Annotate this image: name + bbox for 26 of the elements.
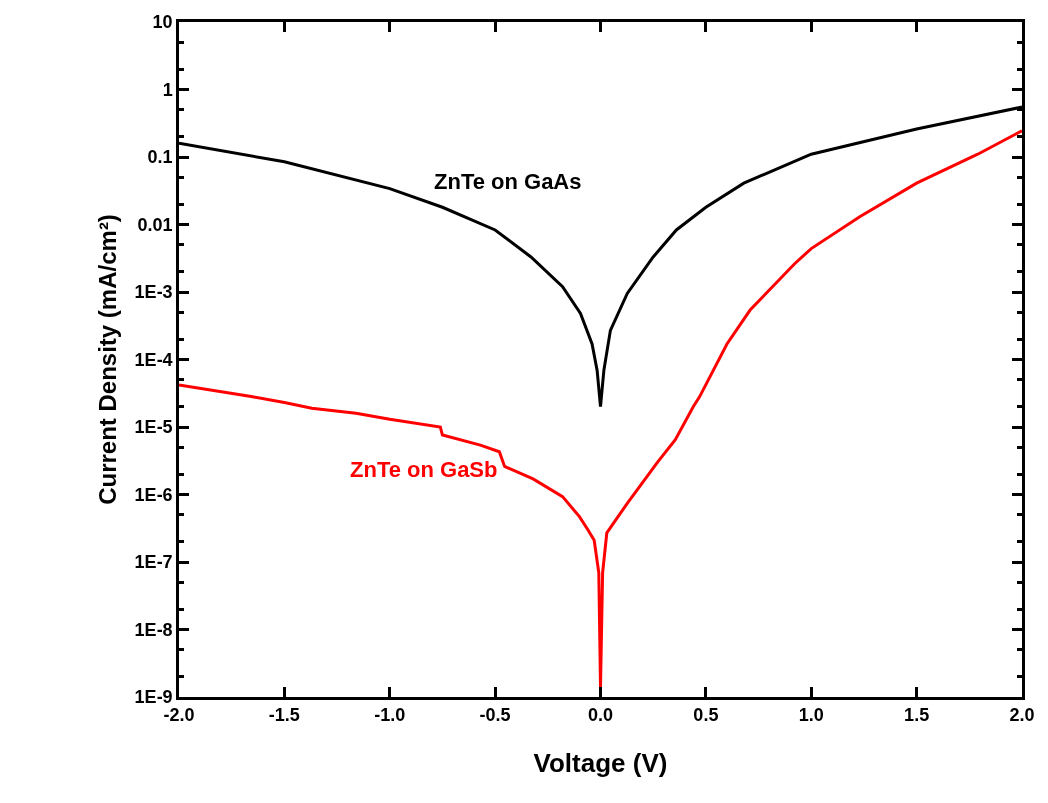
line-series: [179, 129, 1022, 689]
x-tick-label: 1.5: [904, 705, 930, 726]
y-tick-label: 0.01: [137, 214, 173, 235]
x-axis-title: Voltage (V): [533, 748, 668, 779]
x-tick-label: 0.0: [587, 705, 614, 726]
y-tick-label: 1E-4: [134, 349, 173, 370]
y-tick-label: 1E-3: [134, 282, 173, 303]
x-tick-label: 1.0: [798, 705, 824, 726]
x-tick-label: 0.5: [693, 705, 719, 726]
line-series: [179, 105, 1022, 409]
y-tick-label: 1E-6: [134, 484, 173, 505]
series-label: ZnTe on GaSb: [350, 457, 498, 482]
x-tick-label: -0.5: [479, 705, 511, 726]
series-label: ZnTe on GaAs: [434, 169, 582, 194]
y-tick-label: 1E-9: [134, 687, 173, 708]
y-tick-label: 1E-5: [134, 417, 173, 438]
y-tick-label: 1E-7: [134, 552, 173, 573]
x-tick-label: -2.0: [163, 705, 195, 726]
x-tick-label: 2.0: [1009, 705, 1035, 726]
y-tick-label: 0.1: [147, 147, 173, 168]
y-tick-label: 10: [152, 12, 173, 33]
x-tick-label: -1.0: [374, 705, 406, 726]
x-tick-label: -1.5: [268, 705, 300, 726]
y-tick-label: 1: [162, 79, 173, 100]
y-axis-title: Current Density (mA/cm²): [93, 214, 121, 505]
y-tick-label: 1E-8: [134, 619, 173, 640]
